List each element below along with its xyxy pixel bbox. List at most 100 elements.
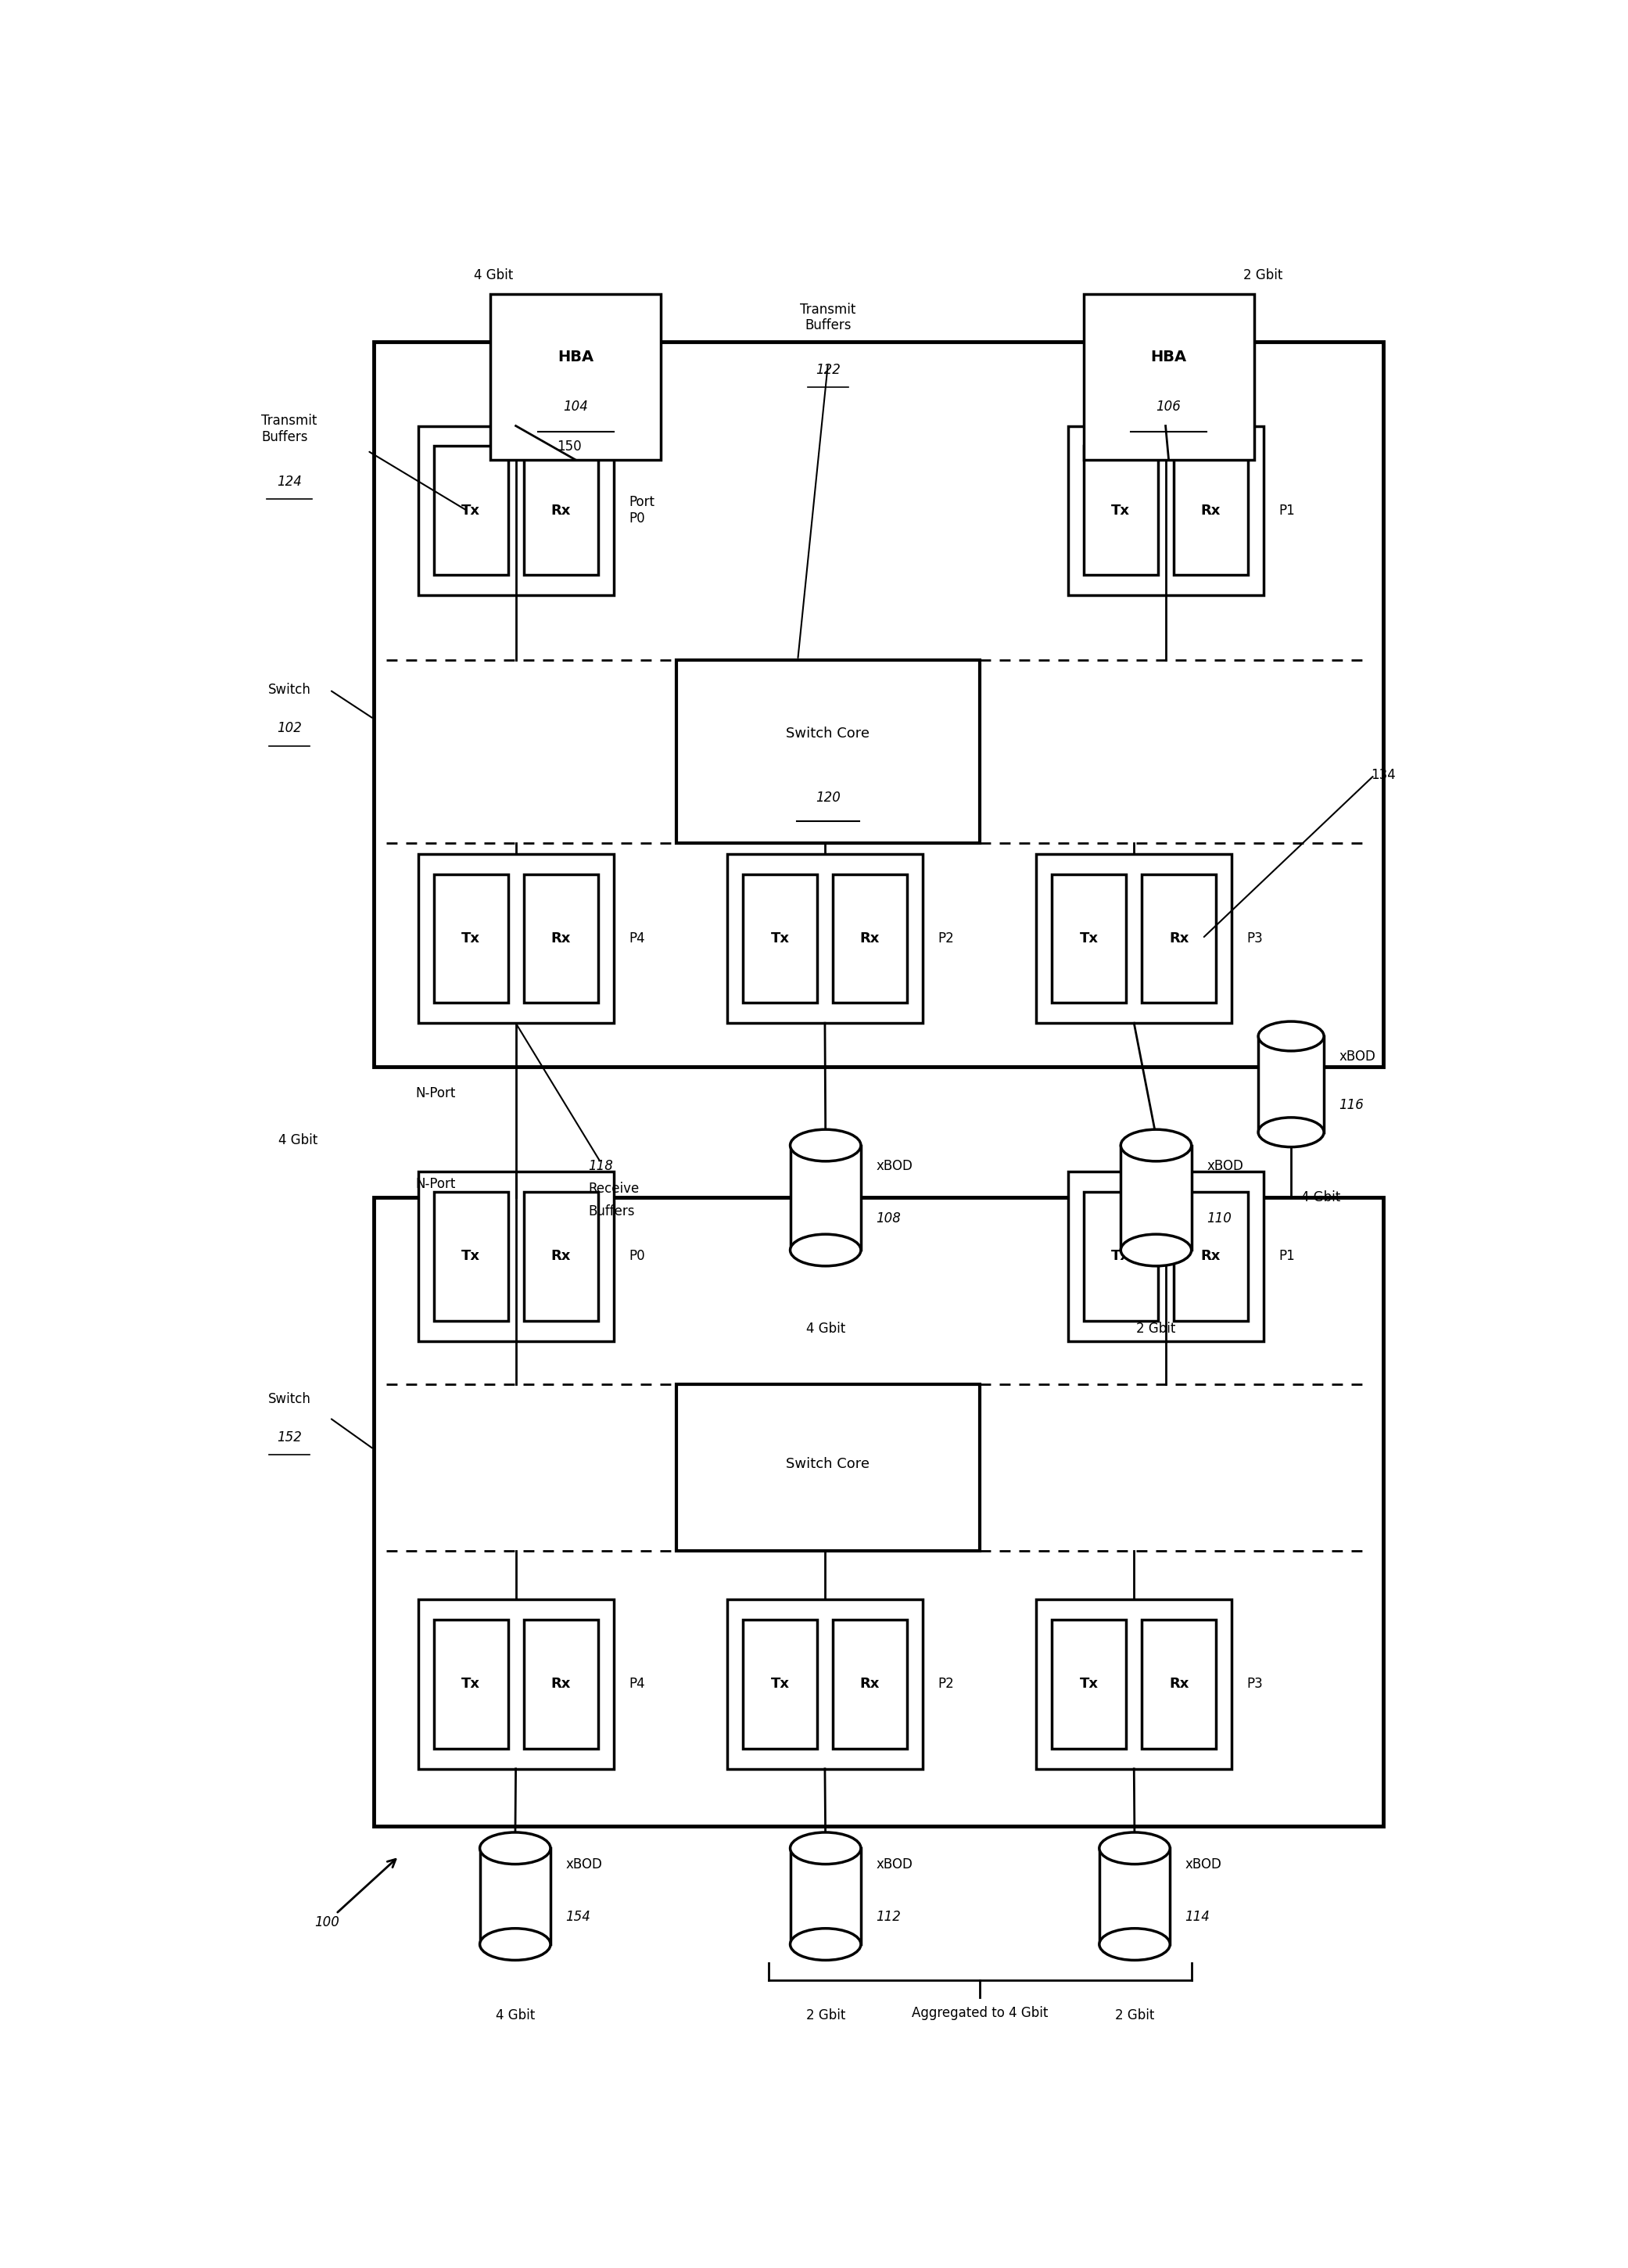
Ellipse shape	[790, 1129, 861, 1161]
FancyBboxPatch shape	[1120, 1145, 1192, 1250]
FancyBboxPatch shape	[1035, 1599, 1232, 1769]
Text: 154: 154	[565, 1910, 591, 1923]
FancyBboxPatch shape	[433, 873, 508, 1002]
Text: N-Port: N-Port	[415, 1086, 456, 1100]
FancyBboxPatch shape	[1141, 873, 1216, 1002]
FancyBboxPatch shape	[742, 1619, 817, 1749]
Text: P2: P2	[938, 1676, 954, 1692]
Text: Rx: Rx	[1169, 1676, 1188, 1692]
Text: P2: P2	[938, 932, 954, 946]
Ellipse shape	[480, 1928, 550, 1960]
Text: 114: 114	[1185, 1910, 1210, 1923]
Ellipse shape	[1120, 1234, 1192, 1266]
FancyBboxPatch shape	[524, 1193, 597, 1320]
Text: 4 Gbit: 4 Gbit	[278, 1134, 317, 1148]
Text: Rx: Rx	[1169, 932, 1188, 946]
Ellipse shape	[1120, 1129, 1192, 1161]
Text: P1: P1	[1278, 1250, 1294, 1263]
Text: Tx: Tx	[770, 1676, 790, 1692]
Ellipse shape	[790, 1928, 861, 1960]
Text: P4: P4	[628, 1676, 645, 1692]
Text: 150: 150	[557, 440, 581, 454]
Text: Rx: Rx	[860, 1676, 879, 1692]
Ellipse shape	[1099, 1833, 1171, 1864]
FancyBboxPatch shape	[374, 1198, 1384, 1826]
FancyBboxPatch shape	[1035, 853, 1232, 1023]
Text: HBA: HBA	[558, 349, 594, 365]
Ellipse shape	[790, 1833, 861, 1864]
FancyBboxPatch shape	[1174, 1193, 1247, 1320]
Text: 4 Gbit: 4 Gbit	[806, 1322, 845, 1336]
Text: Tx: Tx	[1112, 503, 1130, 517]
FancyBboxPatch shape	[524, 1619, 597, 1749]
Text: P3: P3	[1247, 1676, 1263, 1692]
FancyBboxPatch shape	[832, 1619, 907, 1749]
Text: 4 Gbit: 4 Gbit	[1301, 1191, 1340, 1204]
Text: Rx: Rx	[550, 932, 571, 946]
Ellipse shape	[1258, 1118, 1324, 1148]
Ellipse shape	[790, 1234, 861, 1266]
FancyBboxPatch shape	[374, 342, 1384, 1066]
Text: Tx: Tx	[1112, 1250, 1130, 1263]
Text: 118: 118	[588, 1159, 614, 1173]
Text: Port
P0: Port P0	[628, 494, 654, 526]
FancyBboxPatch shape	[418, 426, 614, 594]
Text: Tx: Tx	[770, 932, 790, 946]
Text: Tx: Tx	[1079, 1676, 1099, 1692]
Text: Tx: Tx	[461, 1676, 480, 1692]
Text: Tx: Tx	[461, 503, 480, 517]
Text: Buffers: Buffers	[588, 1204, 635, 1218]
FancyBboxPatch shape	[790, 1848, 861, 1944]
FancyBboxPatch shape	[728, 853, 923, 1023]
Text: 116: 116	[1338, 1098, 1364, 1111]
FancyBboxPatch shape	[1068, 1173, 1263, 1340]
Text: Transmit
Buffers: Transmit Buffers	[262, 413, 317, 445]
FancyBboxPatch shape	[1083, 447, 1158, 574]
FancyBboxPatch shape	[433, 1619, 508, 1749]
Text: Switch: Switch	[269, 683, 311, 696]
Text: Switch Core: Switch Core	[786, 726, 869, 739]
Text: xBOD: xBOD	[1185, 1857, 1221, 1871]
FancyBboxPatch shape	[1258, 1036, 1324, 1132]
FancyBboxPatch shape	[677, 1383, 980, 1551]
Text: 124: 124	[277, 474, 301, 488]
FancyBboxPatch shape	[728, 1599, 923, 1769]
Text: Rx: Rx	[860, 932, 879, 946]
FancyBboxPatch shape	[418, 1599, 614, 1769]
FancyBboxPatch shape	[418, 1173, 614, 1340]
Text: P3: P3	[1247, 932, 1263, 946]
Text: P1: P1	[1278, 503, 1294, 517]
FancyBboxPatch shape	[433, 447, 508, 574]
Ellipse shape	[1099, 1928, 1171, 1960]
Text: 152: 152	[277, 1431, 301, 1445]
FancyBboxPatch shape	[1052, 873, 1127, 1002]
Ellipse shape	[1258, 1021, 1324, 1050]
FancyBboxPatch shape	[1141, 1619, 1216, 1749]
Text: 112: 112	[876, 1910, 900, 1923]
Text: 134: 134	[1371, 769, 1395, 782]
FancyBboxPatch shape	[524, 447, 597, 574]
Text: P0: P0	[628, 1250, 645, 1263]
Text: Rx: Rx	[550, 1250, 571, 1263]
FancyBboxPatch shape	[742, 873, 817, 1002]
Text: Tx: Tx	[1079, 932, 1099, 946]
FancyBboxPatch shape	[790, 1145, 861, 1250]
Text: Rx: Rx	[1200, 503, 1221, 517]
Text: 104: 104	[563, 399, 588, 413]
Text: xBOD: xBOD	[876, 1159, 913, 1173]
Text: 102: 102	[277, 721, 301, 735]
Text: xBOD: xBOD	[565, 1857, 602, 1871]
Text: 2 Gbit: 2 Gbit	[1115, 2007, 1154, 2023]
Text: 2 Gbit: 2 Gbit	[806, 2007, 845, 2023]
Text: P4: P4	[628, 932, 645, 946]
FancyBboxPatch shape	[1083, 1193, 1158, 1320]
FancyBboxPatch shape	[832, 873, 907, 1002]
Text: Rx: Rx	[550, 503, 571, 517]
Text: Receive: Receive	[588, 1182, 640, 1195]
Text: Aggregated to 4 Gbit: Aggregated to 4 Gbit	[912, 2007, 1048, 2021]
FancyBboxPatch shape	[1052, 1619, 1127, 1749]
Text: Switch: Switch	[269, 1393, 311, 1406]
Text: xBOD: xBOD	[1206, 1159, 1244, 1173]
Text: xBOD: xBOD	[876, 1857, 913, 1871]
Text: Rx: Rx	[550, 1676, 571, 1692]
